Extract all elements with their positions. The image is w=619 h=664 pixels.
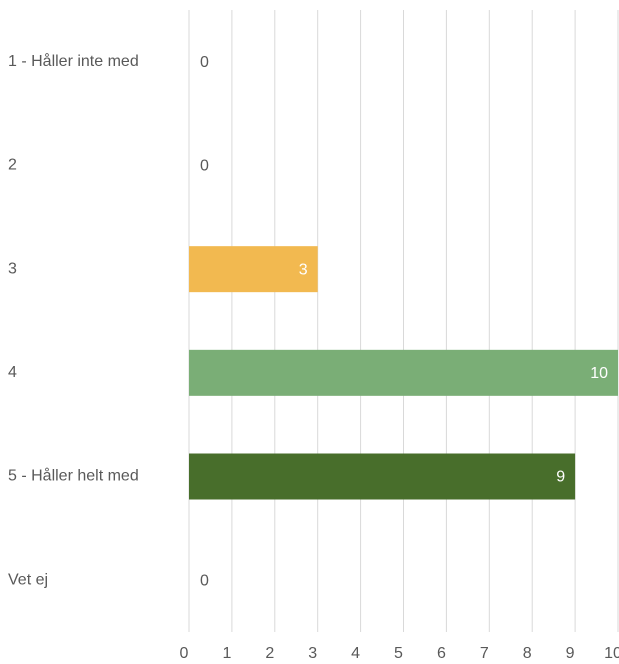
x-tick-label: 1	[222, 645, 231, 662]
data-label: 10	[590, 365, 608, 382]
y-tick-label: 3	[8, 260, 17, 277]
x-tick-label: 10	[604, 645, 619, 662]
data-label: 3	[299, 261, 308, 278]
x-tick-label: 4	[351, 645, 360, 662]
data-label: 0	[200, 158, 209, 175]
x-tick-label: 9	[566, 645, 575, 662]
y-tick-label: 4	[8, 364, 17, 381]
x-tick-label: 8	[523, 645, 532, 662]
data-label: 0	[200, 572, 209, 589]
bar	[189, 453, 576, 500]
x-tick-label: 6	[437, 645, 446, 662]
x-tick-label: 7	[480, 645, 489, 662]
bar	[189, 349, 618, 396]
data-label: 0	[200, 54, 209, 71]
x-tick-label: 2	[265, 645, 274, 662]
y-tick-label: 2	[8, 157, 17, 174]
y-tick-label: Vet ej	[8, 571, 48, 588]
bar	[189, 246, 318, 293]
x-tick-label: 0	[180, 645, 189, 662]
data-label: 9	[556, 469, 565, 486]
y-tick-label: 5 - Håller helt med	[8, 467, 139, 485]
x-tick-label: 5	[394, 645, 403, 662]
x-tick-label: 3	[308, 645, 317, 662]
y-tick-label: 1 - Håller inte med	[8, 52, 139, 70]
